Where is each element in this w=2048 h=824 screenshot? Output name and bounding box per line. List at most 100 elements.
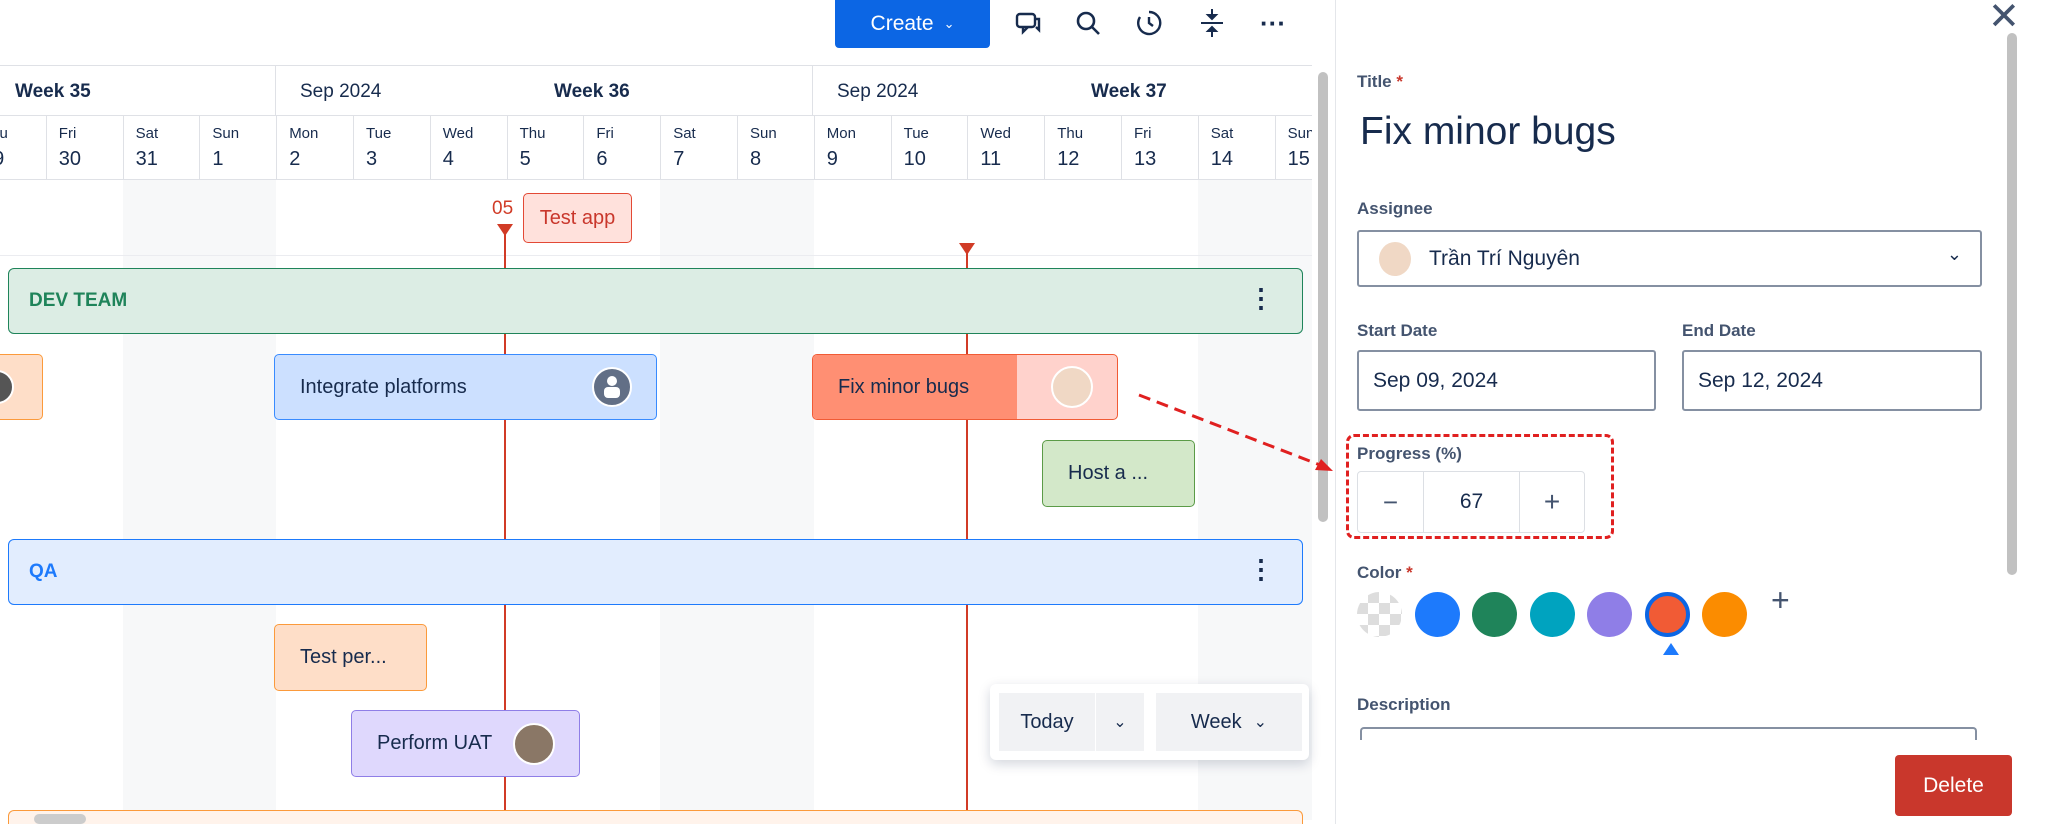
group-name: DEV TEAM — [29, 290, 128, 311]
day-cell: Sat 7 — [660, 116, 738, 180]
required-icon: * — [1396, 72, 1403, 91]
plus-icon[interactable]: + — [1543, 486, 1561, 517]
avatar — [1377, 240, 1413, 278]
description-label: Description — [1357, 695, 1451, 714]
group-partial[interactable] — [8, 810, 1303, 824]
view-controls: Today ⌄ Week ⌄ — [990, 684, 1309, 760]
day-cell: Mon 2 — [276, 116, 354, 180]
day-cell: Sun 15 — [1274, 116, 1312, 180]
chat-icon[interactable] — [1012, 6, 1046, 40]
progress-input[interactable]: 67 — [1424, 472, 1520, 532]
end-date-input[interactable]: Sep 12, 2024 — [1682, 350, 1982, 411]
day-number: 12 — [1057, 148, 1080, 170]
day-cell: Sun 8 — [737, 116, 814, 180]
day-name: Mon — [289, 125, 319, 142]
week-cell: Sep 2024 Week 36 — [275, 66, 812, 116]
week-cell: Week 35 — [0, 66, 275, 116]
collapse-icon[interactable] — [1195, 6, 1229, 40]
day-number: 15 — [1287, 148, 1310, 170]
color-swatch[interactable] — [1587, 592, 1632, 637]
day-cell: Fri 30 — [45, 116, 123, 180]
task-perform-uat[interactable]: Perform UAT — [351, 710, 580, 777]
day-cell: Thu 5 — [506, 116, 584, 180]
day-number: 7 — [673, 148, 685, 170]
title-field[interactable]: Fix minor bugs — [1360, 110, 1616, 153]
divider — [0, 255, 1312, 256]
add-color-icon[interactable]: + — [1771, 582, 1790, 618]
day-number: 1 — [212, 148, 224, 170]
close-icon[interactable]: ✕ — [1988, 0, 2020, 38]
day-name: Thu — [519, 125, 546, 142]
color-swatch[interactable] — [1644, 592, 1690, 637]
task-test-per[interactable]: Test per... — [274, 624, 427, 691]
color-swatch[interactable] — [1702, 592, 1747, 637]
day-number: 9 — [826, 148, 838, 170]
milestone-test-app[interactable]: Test app — [523, 193, 632, 243]
avatar — [1051, 366, 1093, 408]
day-name: Sat — [1210, 125, 1234, 142]
today-button[interactable]: Today — [999, 693, 1095, 751]
today-marker-label: 05 — [492, 198, 514, 219]
color-swatch-none[interactable] — [1357, 592, 1402, 637]
task-host[interactable]: Host a ... — [1042, 440, 1195, 507]
task-integrate-platforms[interactable]: Integrate platforms — [274, 354, 657, 420]
day-name: Wed — [980, 125, 1011, 142]
assignee-select[interactable]: Trần Trí Nguyên ⌄ — [1357, 230, 1982, 287]
day-name: Thu — [0, 125, 8, 142]
vertical-scrollbar[interactable] — [1318, 72, 1328, 522]
panel-scrollbar[interactable] — [2007, 33, 2017, 575]
group-qa[interactable]: QA ⋮ — [8, 539, 1303, 605]
marker-triangle-icon — [497, 224, 513, 236]
horizontal-scrollbar[interactable] — [34, 814, 86, 824]
group-dev-team[interactable]: DEV TEAM ⋮ — [8, 268, 1303, 334]
highlight-box — [1346, 434, 1614, 539]
color-swatch[interactable] — [1472, 592, 1517, 637]
day-number: 10 — [903, 148, 926, 170]
day-number: 6 — [596, 148, 608, 170]
day-cell: Thu 29 — [0, 116, 46, 180]
day-number: 31 — [135, 148, 158, 170]
more-icon[interactable]: ··· — [1260, 7, 1286, 38]
week-label: Week 35 — [15, 81, 91, 102]
month-label: Sep 2024 — [300, 81, 382, 102]
chevron-down-icon: ⌄ — [1253, 714, 1268, 731]
day-number: 29 — [0, 148, 46, 171]
task-detail-panel: ✕ Title * Fix minor bugs Assignee Trần T… — [1335, 0, 2048, 824]
kebab-icon[interactable]: ⋮ — [1248, 554, 1274, 584]
day-number: 11 — [980, 148, 1002, 170]
day-name: Sun — [750, 125, 777, 142]
minus-icon[interactable]: − — [1358, 472, 1424, 532]
start-date-label: Start Date — [1357, 321, 1438, 340]
delete-button[interactable]: Delete — [1895, 755, 2012, 816]
today-line — [504, 233, 506, 813]
kebab-icon[interactable]: ⋮ — [1248, 283, 1274, 313]
day-name: Sun — [212, 125, 240, 142]
color-swatch[interactable] — [1414, 592, 1460, 637]
scale-select[interactable]: Week ⌄ — [1156, 693, 1302, 751]
progress-stepper: − 67 + — [1357, 471, 1585, 533]
day-name: Thu — [1057, 125, 1084, 142]
chevron-down-icon: ⌄ — [943, 16, 955, 31]
day-cell: Wed 11 — [967, 116, 1045, 180]
day-name: Wed — [442, 125, 474, 142]
task-fix-minor-bugs[interactable]: Fix minor bugs — [812, 354, 1118, 420]
task-title: Host a ... — [1068, 462, 1149, 484]
start-date-input[interactable]: Sep 09, 2024 — [1357, 350, 1656, 411]
week-label: Week 36 — [554, 81, 630, 102]
day-cell: Sun 1 — [199, 116, 277, 180]
end-date-label: End Date — [1682, 321, 1756, 340]
search-icon[interactable] — [1071, 6, 1105, 40]
create-button[interactable]: Create ⌄ — [835, 0, 990, 48]
week-cell: Sep 2024 Week 37 — [812, 66, 1312, 116]
chevron-down-icon[interactable]: ⌄ — [1096, 693, 1144, 751]
day-cell: Fri 6 — [583, 116, 661, 180]
marker-triangle-icon — [959, 243, 975, 255]
timer-icon[interactable] — [1132, 6, 1166, 40]
task-partial[interactable] — [0, 354, 43, 420]
month-label: Sep 2024 — [837, 81, 919, 102]
color-swatch[interactable] — [1529, 592, 1575, 637]
day-cell: Sat 31 — [122, 116, 200, 180]
progress-label: Progress (%) — [1357, 444, 1462, 463]
day-name: Sat — [135, 125, 159, 142]
day-cell: Wed 4 — [429, 116, 507, 180]
